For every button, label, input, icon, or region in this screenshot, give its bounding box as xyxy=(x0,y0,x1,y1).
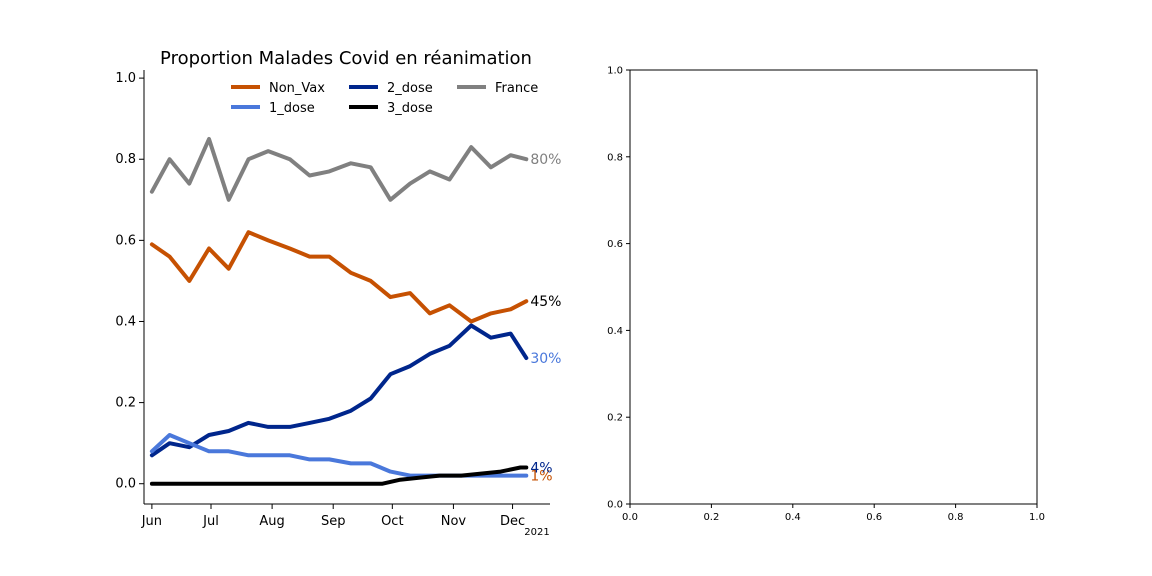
right-x-tick-label: 0.0 xyxy=(622,512,638,523)
y-tick-label: 1.0 xyxy=(115,71,136,86)
left-chart-panel: Proportion Malades Covid en réanimation … xyxy=(115,48,561,538)
right-x-tick-label: 0.6 xyxy=(866,512,882,523)
end-label-1-dose: 1% xyxy=(530,469,552,485)
legend-label-non-vax: Non_Vax xyxy=(269,81,325,96)
series-line-3-dose xyxy=(149,465,529,486)
right-x-tick-label: 0.4 xyxy=(785,512,801,523)
year-label: 2021 xyxy=(524,527,549,538)
end-label-non-vax: 45% xyxy=(530,294,561,310)
end-labels-group: 80% 45% 30% 1%4% xyxy=(530,152,561,484)
series-line-france xyxy=(149,137,529,202)
legend-label-1-dose: 1_dose xyxy=(269,101,315,116)
right-x-tick-label: 0.8 xyxy=(948,512,964,523)
right-y-tick-label: 0.4 xyxy=(607,326,623,337)
y-tick-label: 0.2 xyxy=(115,396,136,411)
right-x-tick-label: 1.0 xyxy=(1029,512,1045,523)
x-tick-label: Jun xyxy=(141,514,162,529)
left-chart-title: Proportion Malades Covid en réanimation xyxy=(160,48,532,69)
right-x-tick-label: 0.2 xyxy=(703,512,719,523)
left-y-ticks: 0.0 0.2 0.4 0.6 0.8 1.0 xyxy=(115,71,144,492)
x-tick-label: Oct xyxy=(381,514,403,529)
legend: Non_Vax 1_dose 2_dose 3_dose France xyxy=(231,81,538,116)
right-chart-panel: 0.0 0.2 0.4 0.6 0.8 1.0 0.0 0.2 0.4 0.6 0.8 1.0 xyxy=(607,66,1045,524)
legend-label-3-dose: 3_dose xyxy=(387,101,433,116)
left-series-group xyxy=(149,137,529,486)
x-tick-label: Jul xyxy=(202,514,219,529)
end-label-france: 80% xyxy=(530,152,561,168)
right-y-ticks: 0.0 0.2 0.4 0.6 0.8 1.0 xyxy=(607,66,630,511)
right-y-tick-label: 0.0 xyxy=(607,500,623,511)
right-y-tick-label: 0.2 xyxy=(607,413,623,424)
y-tick-label: 0.6 xyxy=(115,233,136,248)
right-x-ticks: 0.0 0.2 0.4 0.6 0.8 1.0 xyxy=(622,504,1045,523)
y-tick-label: 0.0 xyxy=(115,477,136,492)
end-label-2-dose: 30% xyxy=(530,351,561,367)
right-y-tick-label: 0.8 xyxy=(607,152,623,163)
series-line-non-vax xyxy=(149,230,529,324)
legend-label-france: France xyxy=(495,81,538,96)
right-y-tick-label: 1.0 xyxy=(607,66,623,77)
x-tick-label: Nov xyxy=(441,514,467,529)
x-tick-label: Sep xyxy=(321,514,346,529)
y-tick-label: 0.4 xyxy=(115,314,136,329)
legend-label-2-dose: 2_dose xyxy=(387,81,433,96)
x-tick-label: Dec xyxy=(500,514,525,529)
series-line-2-dose xyxy=(149,323,529,458)
y-tick-label: 0.8 xyxy=(115,152,136,167)
x-tick-label: Aug xyxy=(259,514,284,529)
end-label-3-dose: 4% xyxy=(530,460,552,476)
series-line-1-dose xyxy=(149,433,529,478)
right-axes-frame xyxy=(629,69,1038,505)
right-y-tick-label: 0.6 xyxy=(607,239,623,250)
left-x-ticks: Jun Jul Aug Sep Oct Nov Dec xyxy=(141,504,525,529)
